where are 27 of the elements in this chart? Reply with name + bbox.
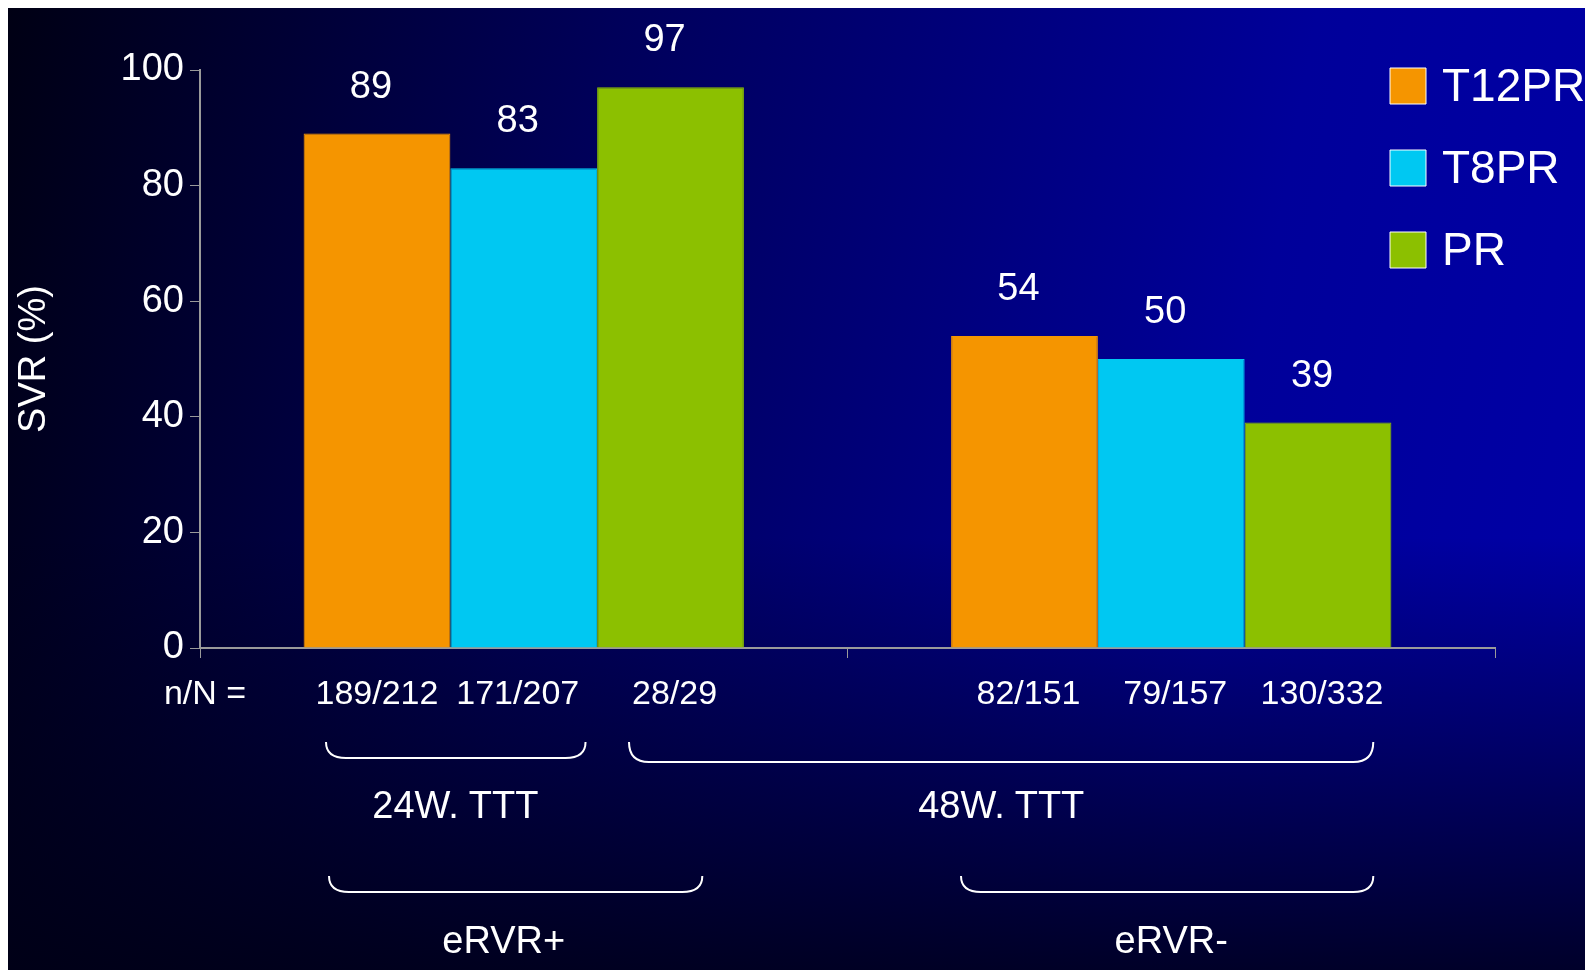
y-axis-title: SVR (%)	[11, 285, 54, 433]
text: 171/207	[456, 673, 580, 712]
text: n/N =	[163, 673, 247, 712]
y-tick-label: 40	[141, 393, 184, 436]
text: 79/157	[1123, 673, 1228, 712]
text: 189/212	[315, 673, 439, 712]
text: 82/151	[976, 673, 1081, 712]
text: eRVR-	[1114, 919, 1228, 962]
legend-label: T12PR	[1442, 58, 1586, 111]
text: 24W. TTT	[372, 784, 539, 827]
text: 130/332	[1260, 673, 1384, 712]
y-tick-label: 100	[120, 46, 184, 89]
y-tick-label: 20	[141, 508, 184, 551]
data-label: 54	[997, 265, 1040, 308]
text: 28/29	[631, 673, 718, 712]
y-tick-label: 0	[162, 624, 184, 667]
legend-label: T8PR	[1442, 140, 1560, 193]
data-label: 50	[1144, 289, 1187, 331]
data-label: 89	[349, 63, 393, 106]
y-tick-label: 60	[141, 277, 184, 320]
text: 48W. TTT	[918, 784, 1085, 827]
data-label: 97	[643, 17, 686, 60]
legend-label: PR	[1442, 222, 1506, 275]
y-tick-label: 80	[141, 162, 184, 205]
data-label: 83	[496, 98, 539, 141]
text: eRVR+	[442, 919, 566, 962]
data-label: 39	[1290, 352, 1334, 395]
